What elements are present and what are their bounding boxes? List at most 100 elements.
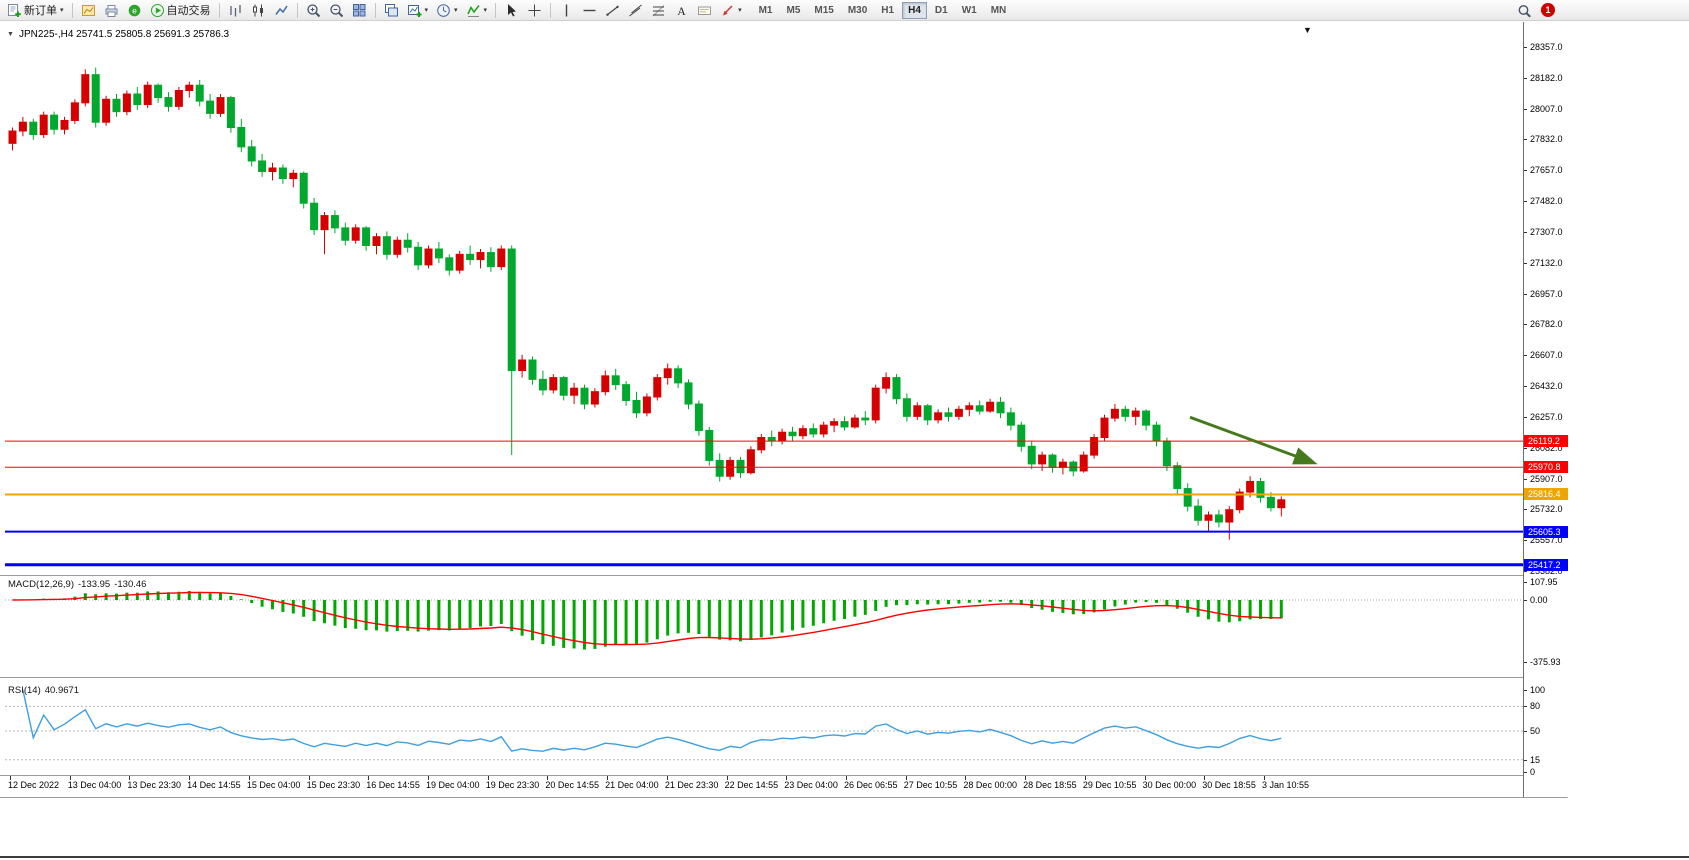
time-tickmark bbox=[69, 776, 71, 780]
vertical-line-button[interactable] bbox=[555, 0, 578, 20]
horizontal-lines bbox=[5, 440, 1523, 567]
auto-trading-button-label: 自动交易 bbox=[166, 5, 211, 17]
print-icon bbox=[104, 3, 119, 18]
time-tick-label: 30 Dec 00:00 bbox=[1142, 780, 1197, 790]
rsi-tick-label: 80 bbox=[1530, 701, 1541, 712]
svg-text:e: e bbox=[132, 5, 137, 15]
pane-separator[interactable] bbox=[0, 775, 1568, 776]
search-button[interactable] bbox=[1513, 1, 1536, 21]
time-tick-label: 22 Dec 14:55 bbox=[724, 780, 779, 790]
time-tick-label: 12 Dec 2022 bbox=[8, 780, 60, 790]
price-tick-label: 25557.0 bbox=[1530, 535, 1563, 546]
time-tickmark bbox=[1084, 776, 1086, 780]
line-chart-button[interactable] bbox=[270, 0, 293, 20]
macd-chart[interactable] bbox=[5, 577, 1523, 676]
rsi-tickmark bbox=[1524, 731, 1527, 732]
new-chart-button[interactable]: ▾ bbox=[403, 0, 433, 20]
profiles-button[interactable] bbox=[77, 0, 100, 20]
cursor-button[interactable] bbox=[500, 0, 523, 20]
indicators-button[interactable]: ▾ bbox=[462, 0, 492, 20]
dropdown-caret-icon: ▾ bbox=[424, 7, 429, 14]
time-tickmark bbox=[666, 776, 668, 780]
text-icon: A bbox=[674, 3, 689, 18]
time-tick-label: 21 Dec 04:00 bbox=[605, 780, 659, 790]
trendline-button[interactable] bbox=[601, 0, 624, 20]
notification-badge[interactable]: 1 bbox=[1541, 3, 1555, 17]
timeframe-m30[interactable]: M30 bbox=[847, 4, 868, 16]
symbol-dropdown-icon[interactable]: ▼ bbox=[7, 31, 14, 38]
cascade-windows-button[interactable] bbox=[380, 0, 403, 20]
zoom-out-button[interactable] bbox=[325, 0, 348, 20]
time-tickmark bbox=[308, 776, 310, 780]
text-label-button[interactable] bbox=[693, 0, 716, 20]
time-tick-label: 23 Dec 04:00 bbox=[784, 780, 838, 790]
time-tickmark bbox=[607, 776, 609, 780]
time-tickmark bbox=[189, 776, 191, 780]
trendline-icon bbox=[605, 3, 620, 18]
pane-separator[interactable] bbox=[0, 575, 1568, 576]
fibonacci-button[interactable] bbox=[647, 0, 670, 20]
new-order-button[interactable]: 新订单 ▾ bbox=[3, 0, 68, 20]
bar-chart-button[interactable] bbox=[224, 0, 247, 20]
time-tick-label: 15 Dec 23:30 bbox=[306, 780, 361, 790]
tile-windows-button[interactable] bbox=[348, 0, 371, 20]
chart-window[interactable]: ▼ JPN225-,H4 25741.5 25805.8 25691.3 257… bbox=[0, 22, 1568, 798]
timeframe-m15[interactable]: M15 bbox=[814, 4, 834, 16]
periods-button[interactable]: ▾ bbox=[432, 0, 462, 20]
time-tickmark bbox=[129, 776, 131, 780]
chart-menu-icon[interactable]: ▼ bbox=[1303, 25, 1312, 35]
chart-candles-icon bbox=[251, 3, 266, 18]
rsi-label: RSI(14) 40.9671 bbox=[8, 685, 80, 696]
pane-separator[interactable] bbox=[0, 677, 1568, 678]
time-tickmark bbox=[726, 776, 728, 780]
time-tickmark bbox=[248, 776, 250, 780]
price-tickmark bbox=[1524, 77, 1527, 79]
timeframe-m5[interactable]: M5 bbox=[786, 4, 801, 16]
crosshair-button[interactable] bbox=[523, 0, 546, 20]
time-tickmark bbox=[10, 776, 11, 780]
auto-trading-button[interactable]: 自动交易 bbox=[146, 0, 215, 20]
profiles-icon bbox=[81, 3, 96, 18]
community-button[interactable]: e bbox=[123, 0, 146, 20]
candlestick-chart[interactable] bbox=[5, 28, 1523, 575]
timeframe-d1[interactable]: D1 bbox=[934, 4, 948, 16]
arrows-button[interactable]: ▾ bbox=[716, 0, 746, 20]
timeframe-m1[interactable]: M1 bbox=[758, 4, 773, 16]
time-tickmark bbox=[1204, 776, 1206, 780]
time-tickmark bbox=[1025, 776, 1027, 780]
hline-icon bbox=[582, 3, 597, 18]
zoom-in-button[interactable] bbox=[302, 0, 325, 20]
time-tickmark bbox=[965, 776, 967, 780]
price-axis: 28357.0 28182.0 28007.0 27832.0 27657.0 27482… bbox=[1523, 22, 1568, 797]
candlestick-chart-button[interactable] bbox=[247, 0, 270, 20]
time-tick-label: 3 Jan 10:55 bbox=[1262, 780, 1310, 790]
time-tickmark bbox=[905, 776, 907, 780]
timeframe-w1[interactable]: W1 bbox=[961, 4, 977, 16]
indicators-icon bbox=[466, 3, 481, 18]
time-tick-label: 29 Dec 10:55 bbox=[1082, 780, 1137, 790]
time-tick-label: 19 Dec 23:30 bbox=[485, 780, 540, 790]
print-button[interactable] bbox=[100, 0, 123, 20]
time-tick-label: 13 Dec 04:00 bbox=[67, 780, 122, 790]
time-tickmark bbox=[1144, 776, 1146, 780]
price-tick-label: 27132.0 bbox=[1530, 257, 1563, 268]
time-tick-label: 26 Dec 06:55 bbox=[844, 780, 898, 790]
macd-tickmark bbox=[1524, 582, 1527, 584]
horizontal-line-button[interactable] bbox=[578, 0, 601, 20]
price-tickmark bbox=[1524, 386, 1527, 388]
chart-title: ▼ JPN225-,H4 25741.5 25805.8 25691.3 257… bbox=[7, 29, 229, 40]
rsi-tickmark bbox=[1524, 772, 1527, 773]
time-tick-label: 16 Dec 14:55 bbox=[366, 780, 420, 790]
toolbar-separator bbox=[218, 2, 220, 18]
timeframe-h1[interactable]: H1 bbox=[881, 4, 895, 16]
channel-button[interactable] bbox=[624, 0, 647, 20]
price-tickmark bbox=[1524, 571, 1527, 572]
price-tickmark bbox=[1524, 416, 1527, 418]
timeframe-mn[interactable]: MN bbox=[990, 4, 1007, 16]
price-tickmark bbox=[1524, 293, 1527, 295]
time-tick-label: 15 Dec 04:00 bbox=[246, 780, 301, 790]
rsi-chart[interactable] bbox=[5, 683, 1523, 775]
fibonacci-icon bbox=[651, 3, 666, 18]
text-button[interactable]: A bbox=[670, 0, 693, 20]
timeframe-h4[interactable]: H4 bbox=[902, 1, 927, 19]
